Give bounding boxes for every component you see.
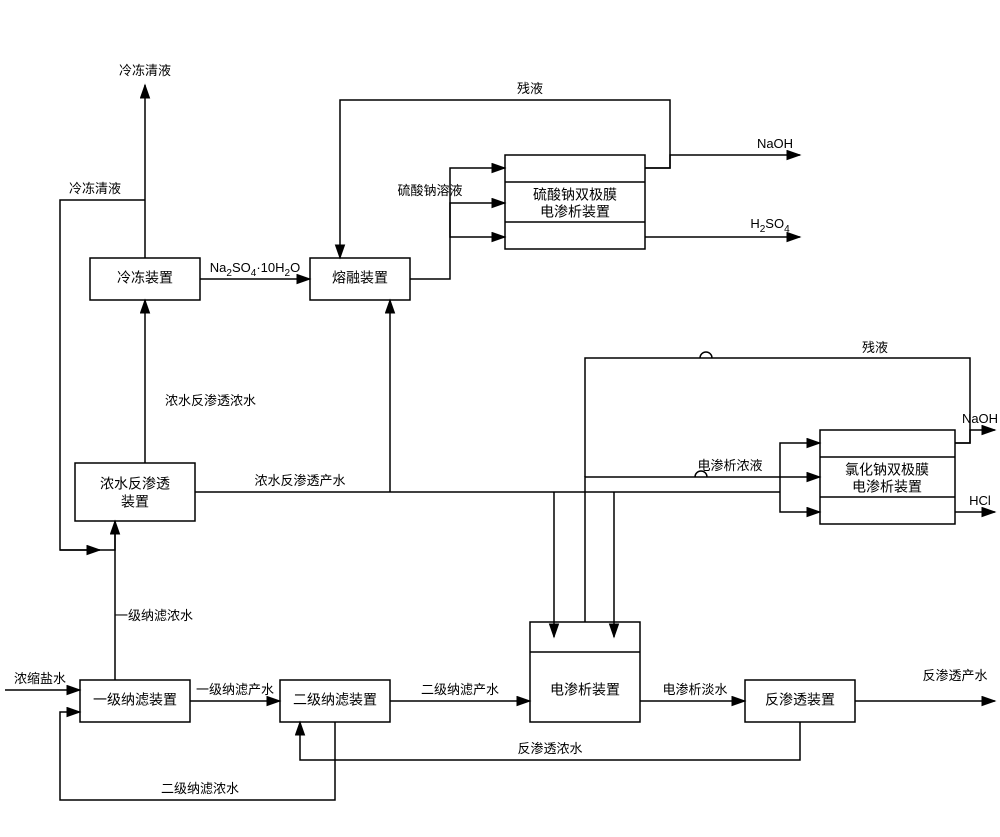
edge-nf2-prod: 二级纳滤产水 (390, 682, 530, 701)
label-hcl: HCl (969, 493, 991, 508)
edge-nf1-prod: 一级纳滤产水 (190, 682, 280, 701)
node-brine-ro-label-1: 浓水反渗透 (100, 476, 170, 492)
edge-ed-conc: 电渗析浓液 (585, 458, 820, 622)
edge-roprod-to-ed (554, 492, 614, 637)
label-frozen-clear-side: 冷冻清液 (69, 181, 121, 196)
label-ed-dilute: 电渗析淡水 (662, 682, 727, 697)
label-conc-brine: 浓缩盐水 (14, 671, 66, 686)
label-naoh1: NaOH (757, 136, 793, 151)
label-naoh2: NaOH (962, 411, 998, 426)
label-nf2-prod: 二级纳滤产水 (421, 682, 499, 697)
node-melting: 熔融装置 (310, 258, 410, 300)
edge-ed-dilute: 电渗析淡水 (640, 682, 745, 701)
node-sulfate-bmed-label-2: 电渗析装置 (540, 204, 610, 220)
label-nf2-conc: 二级纳滤浓水 (161, 781, 239, 796)
node-melting-label: 熔融装置 (332, 270, 388, 286)
edge-hcl: HCl (955, 493, 995, 512)
node-nacl-bmed: 氯化钠双极膜 电渗析装置 (820, 430, 955, 524)
label-residue1: 残液 (517, 81, 543, 96)
label-brine-ro-prod: 浓水反渗透产水 (254, 473, 345, 488)
edge-sulfate-sol: 硫酸钠溶液 (397, 183, 505, 279)
node-brine-ro: 浓水反渗透 装置 (75, 463, 195, 521)
node-ro: 反渗透装置 (745, 680, 855, 722)
edge-brine-ro-feed (100, 521, 115, 550)
edge-na2so4: Na2SO4·10H2O (200, 260, 310, 279)
node-sulfate-bmed: 硫酸钠双极膜 电渗析装置 (505, 155, 645, 249)
edge-conc-brine-in: 浓缩盐水 (5, 671, 80, 690)
node-freezing-label: 冷冻装置 (117, 270, 173, 286)
label-sulfate-sol: 硫酸钠溶液 (397, 183, 462, 198)
edge-h2so4: H2SO4 (645, 216, 800, 237)
edge-ro-conc: 反渗透浓水 (300, 722, 800, 760)
edge-frozen-clear-out: 冷冻清液 (119, 63, 171, 258)
edge-naoh2: NaOH (955, 411, 998, 443)
node-nf1: 一级纳滤装置 (80, 680, 190, 722)
label-frozen-clear-out: 冷冻清液 (119, 63, 171, 78)
label-brine-ro-conc: 浓水反渗透浓水 (165, 393, 256, 408)
edge-brine-ro-conc: 浓水反渗透浓水 (145, 300, 256, 463)
node-nf2-label: 二级纳滤装置 (293, 692, 377, 708)
edge-brine-ro-prod: 浓水反渗透产水 (195, 473, 780, 492)
node-nacl-bmed-label-2: 电渗析装置 (852, 479, 922, 495)
node-ed-label: 电渗析装置 (550, 682, 620, 698)
edge-nf2-conc: 二级纳滤浓水 (60, 712, 335, 800)
label-ro-prod: 反渗透产水 (922, 668, 987, 683)
label-nf1-prod: 一级纳滤产水 (196, 682, 274, 697)
edge-ro-prod: 反渗透产水 (855, 668, 995, 701)
label-ed-conc: 电渗析浓液 (697, 458, 762, 473)
node-nacl-bmed-label-1: 氯化钠双极膜 (845, 462, 929, 478)
node-nf1-label: 一级纳滤装置 (93, 692, 177, 708)
label-ro-conc: 反渗透浓水 (517, 741, 582, 756)
label-na2so4: Na2SO4·10H2O (210, 260, 300, 279)
node-ed: 电渗析装置 (530, 622, 640, 722)
node-brine-ro-label-2: 装置 (121, 494, 149, 510)
node-ro-label: 反渗透装置 (765, 692, 835, 708)
node-sulfate-bmed-label-1: 硫酸钠双极膜 (533, 187, 617, 203)
label-residue2: 残液 (862, 340, 888, 355)
edge-nf1-conc: 一级纳滤浓水 (60, 521, 193, 680)
label-h2so4: H2SO4 (750, 216, 790, 235)
node-nf2: 二级纳滤装置 (280, 680, 390, 722)
node-freezing: 冷冻装置 (90, 258, 200, 300)
edge-naoh1: NaOH (645, 136, 800, 168)
edge-melting-bot (450, 203, 505, 237)
label-nf1-conc: 一级纳滤浓水 (115, 608, 193, 623)
